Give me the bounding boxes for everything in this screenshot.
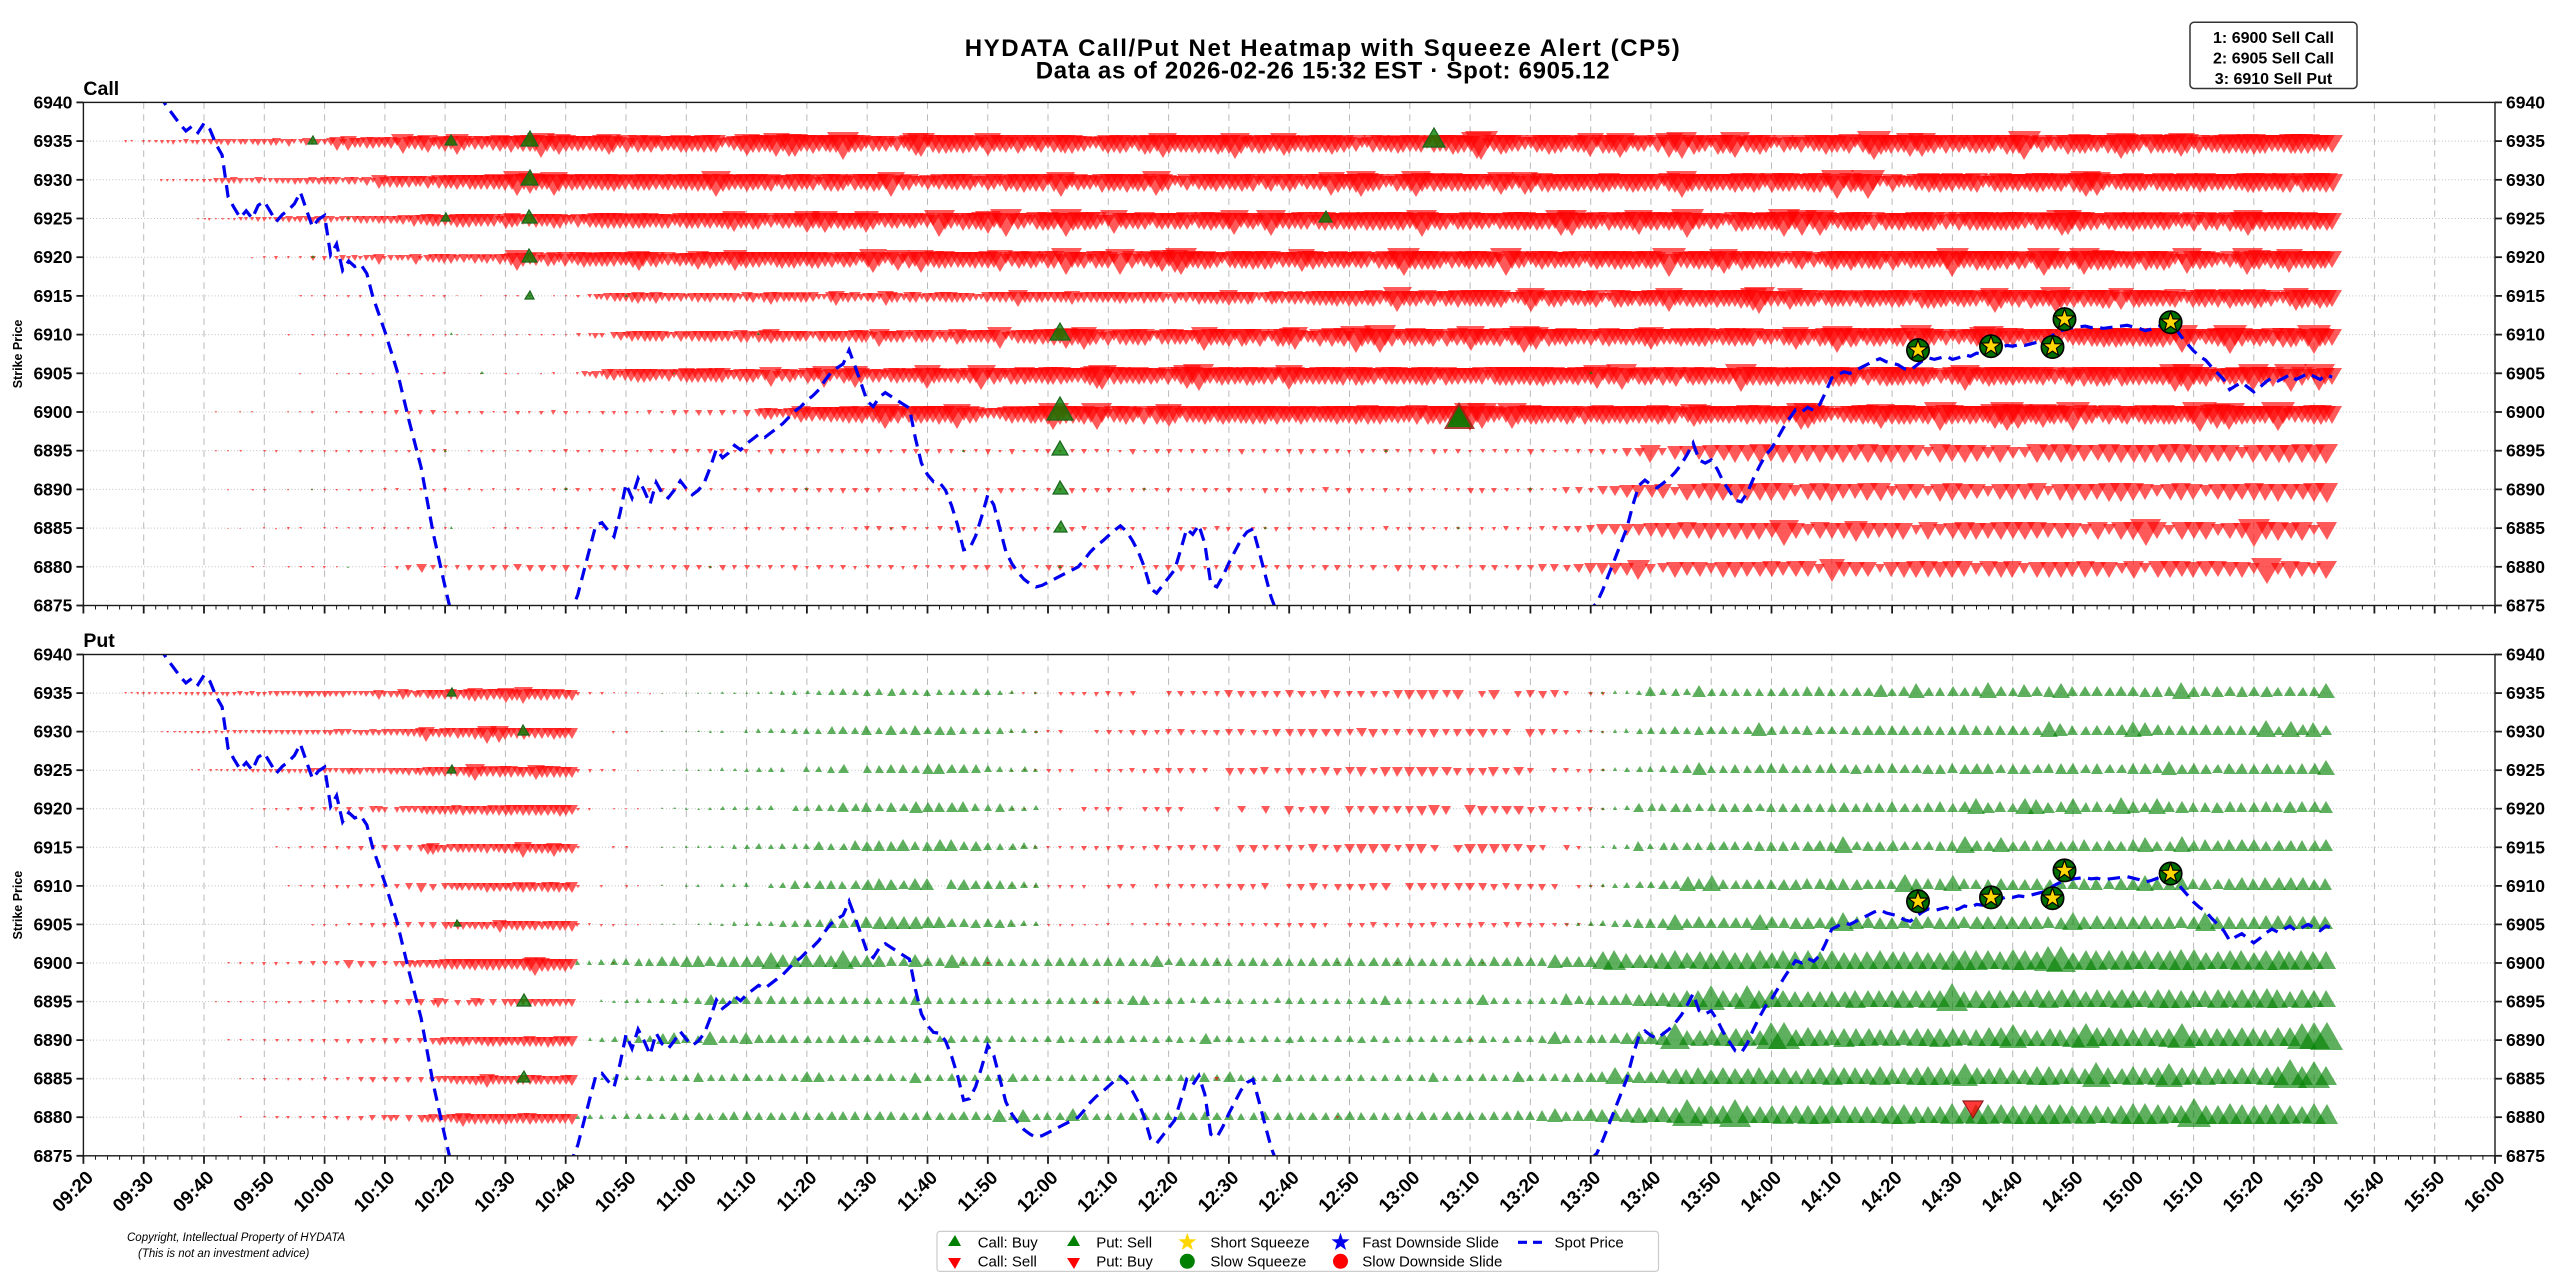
svg-text:6905: 6905 — [33, 914, 72, 934]
svg-text:6910: 6910 — [33, 325, 72, 345]
svg-text:6875: 6875 — [33, 1146, 72, 1166]
svg-text:6885: 6885 — [33, 518, 72, 538]
svg-text:6900: 6900 — [2506, 402, 2545, 422]
svg-text:6925: 6925 — [33, 209, 72, 229]
svg-text:6935: 6935 — [33, 131, 72, 151]
svg-text:6935: 6935 — [2506, 131, 2545, 151]
svg-text:6925: 6925 — [2506, 760, 2545, 780]
svg-text:6920: 6920 — [2506, 799, 2545, 819]
svg-text:6925: 6925 — [33, 760, 72, 780]
svg-text:6895: 6895 — [2506, 992, 2545, 1012]
svg-text:1: 6900 Sell Call: 1: 6900 Sell Call — [2213, 30, 2334, 47]
svg-text:Short Squeeze: Short Squeeze — [1210, 1234, 1309, 1251]
svg-text:6890: 6890 — [33, 479, 72, 499]
svg-text:6885: 6885 — [2506, 518, 2545, 538]
svg-text:6900: 6900 — [33, 402, 72, 422]
svg-text:6920: 6920 — [33, 799, 72, 819]
svg-text:Put: Put — [83, 630, 115, 652]
svg-text:6895: 6895 — [33, 992, 72, 1012]
svg-text:6930: 6930 — [2506, 170, 2545, 190]
svg-text:6940: 6940 — [2506, 92, 2545, 112]
svg-text:6880: 6880 — [2506, 1107, 2545, 1127]
svg-text:6920: 6920 — [2506, 247, 2545, 267]
svg-text:6890: 6890 — [33, 1030, 72, 1050]
svg-text:6910: 6910 — [2506, 876, 2545, 896]
svg-text:6935: 6935 — [2506, 683, 2545, 703]
svg-text:6910: 6910 — [33, 876, 72, 896]
svg-text:3: 6910 Sell Put: 3: 6910 Sell Put — [2215, 71, 2333, 88]
svg-text:6880: 6880 — [33, 1107, 72, 1127]
svg-text:2: 6905 Sell Call: 2: 6905 Sell Call — [2213, 51, 2334, 68]
svg-text:6940: 6940 — [2506, 645, 2545, 665]
svg-text:6875: 6875 — [33, 596, 72, 616]
svg-text:Slow Downside Slide: Slow Downside Slide — [1362, 1253, 1502, 1270]
svg-text:6940: 6940 — [33, 92, 72, 112]
svg-text:6890: 6890 — [2506, 1030, 2545, 1050]
svg-text:Slow Squeeze: Slow Squeeze — [1210, 1253, 1306, 1270]
svg-text:Put: Buy: Put: Buy — [1096, 1253, 1153, 1270]
svg-text:6915: 6915 — [33, 286, 72, 306]
svg-text:6880: 6880 — [2506, 557, 2545, 577]
svg-text:6895: 6895 — [2506, 441, 2545, 461]
svg-text:6915: 6915 — [33, 837, 72, 857]
svg-text:Call: Buy: Call: Buy — [978, 1234, 1039, 1251]
svg-text:6880: 6880 — [33, 557, 72, 577]
svg-text:Strike Price: Strike Price — [11, 871, 25, 940]
svg-text:6900: 6900 — [2506, 953, 2545, 973]
svg-text:6920: 6920 — [33, 247, 72, 267]
svg-text:Data as of 2026-02-26 15:32 ES: Data as of 2026-02-26 15:32 EST · Spot: … — [1036, 58, 1611, 85]
svg-text:Fast Downside Slide: Fast Downside Slide — [1362, 1234, 1499, 1251]
svg-text:HYDATA Call/Put Net Heatmap wi: HYDATA Call/Put Net Heatmap with Squeeze… — [965, 35, 1682, 62]
svg-text:Call: Call — [83, 78, 119, 100]
svg-text:Call: Sell: Call: Sell — [978, 1253, 1037, 1270]
svg-text:6875: 6875 — [2506, 596, 2545, 616]
svg-text:6900: 6900 — [33, 953, 72, 973]
svg-text:6885: 6885 — [2506, 1069, 2545, 1089]
svg-text:6925: 6925 — [2506, 209, 2545, 229]
svg-text:6885: 6885 — [33, 1069, 72, 1089]
svg-text:6910: 6910 — [2506, 325, 2545, 345]
svg-text:6895: 6895 — [33, 441, 72, 461]
svg-text:6930: 6930 — [2506, 722, 2545, 742]
svg-text:Put: Sell: Put: Sell — [1096, 1234, 1152, 1251]
svg-text:6875: 6875 — [2506, 1146, 2545, 1166]
svg-text:6890: 6890 — [2506, 479, 2545, 499]
svg-text:Copyright, Intellectual Proper: Copyright, Intellectual Property of HYDA… — [127, 1232, 345, 1244]
svg-text:6905: 6905 — [2506, 363, 2545, 383]
svg-text:6930: 6930 — [33, 722, 72, 742]
svg-text:Spot Price: Spot Price — [1555, 1234, 1624, 1251]
svg-text:Strike Price: Strike Price — [11, 319, 25, 388]
svg-text:6935: 6935 — [33, 683, 72, 703]
svg-text:6930: 6930 — [33, 170, 72, 190]
svg-text:6905: 6905 — [2506, 914, 2545, 934]
svg-text:6915: 6915 — [2506, 837, 2545, 857]
svg-text:6940: 6940 — [33, 645, 72, 665]
svg-text:6905: 6905 — [33, 363, 72, 383]
svg-text:6915: 6915 — [2506, 286, 2545, 306]
svg-text:(This is not an investment adv: (This is not an investment advice) — [138, 1248, 309, 1260]
